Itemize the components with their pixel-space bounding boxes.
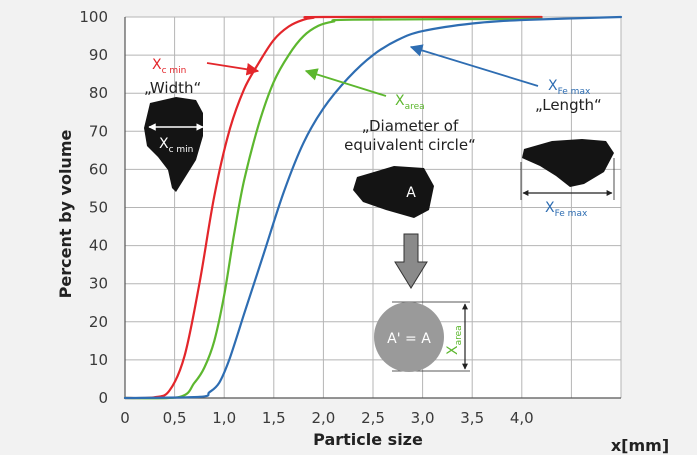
xfemax-label-sub: Fe max (558, 87, 591, 97)
xarea-vertical-main: X (445, 345, 461, 355)
x-tick-label: 2,0 (311, 409, 335, 427)
xarea-label: Xarea (395, 93, 425, 112)
xcmin-shape-sub: c min (169, 145, 194, 155)
axes (124, 17, 621, 399)
particle-area-shape (353, 166, 434, 218)
x-tick-label: 4,0 (510, 409, 534, 427)
y-tick-label: 90 (89, 46, 108, 64)
y-tick-label: 50 (89, 199, 108, 217)
y-tick-label: 80 (89, 84, 108, 102)
area-shape-label: A (406, 185, 416, 201)
series-lines (123, 15, 623, 400)
xarea-label-sub: area (405, 102, 425, 112)
down-arrow-icon (394, 233, 428, 289)
x-tick-labels: 0 0,5 1,0 1,5 2,0 2,5 3,0 3,5 4,0 (120, 409, 534, 427)
xcmin-label-main: X (152, 57, 162, 73)
xcmin-shape-main: X (159, 136, 169, 152)
y-tick-label: 0 (98, 389, 108, 407)
x-tick-label: 3,0 (411, 409, 435, 427)
y-tick-labels: 0 10 20 30 40 50 60 70 80 90 100 (79, 8, 108, 407)
x-tick-label: 1,5 (262, 409, 286, 427)
y-tick-label: 60 (89, 160, 108, 178)
series-line-2 (123, 17, 543, 400)
xfemax-arrow (409, 44, 539, 87)
xcmin-shape-label: Xc min (159, 136, 193, 155)
y-tick-label: 20 (89, 313, 108, 331)
y-tick-label: 40 (89, 237, 108, 255)
diameter-label-line2: equivalent circle“ (344, 136, 476, 154)
xcmin-arrow (206, 62, 260, 76)
xfemax-shape-sub: Fe max (555, 209, 588, 219)
diameter-label-line1: „Diameter of (362, 117, 459, 135)
y-tick-label: 30 (89, 275, 108, 293)
particle-width-shape (144, 97, 203, 192)
xarea-vertical-sub: area (454, 325, 464, 345)
series-line-1 (123, 15, 543, 400)
x-tick-label: 3,5 (460, 409, 484, 427)
xarea-arrow (304, 68, 387, 97)
xarea-vertical-label: Xarea (445, 325, 464, 355)
xfemax-label-main: X (548, 78, 558, 94)
particle-length-shape (522, 139, 614, 187)
xcmin-label: Xc min (152, 57, 186, 76)
xcmin-label-sub: c min (162, 66, 187, 76)
length-label: „Length“ (535, 96, 602, 114)
y-axis-title: Percent by volume (56, 130, 75, 299)
xfemax-shape-main: X (545, 200, 555, 216)
xarea-label-main: X (395, 93, 405, 109)
xfemax-label: XFe max (548, 78, 591, 97)
x-axis-unit: x[mm] (611, 436, 669, 455)
y-tick-label: 100 (79, 8, 108, 26)
series-line-3 (123, 15, 623, 400)
equivalent-circle (374, 302, 444, 372)
x-tick-label: 2,5 (361, 409, 385, 427)
x-tick-label: 0 (120, 409, 130, 427)
x-axis-title: Particle size (313, 430, 423, 449)
circle-label: A' = A (387, 331, 431, 347)
y-tick-label: 10 (89, 351, 108, 369)
xfemax-shape-label: XFe max (545, 200, 588, 219)
x-tick-label: 1,0 (212, 409, 236, 427)
y-tick-label: 70 (89, 122, 108, 140)
width-label: „Width“ (144, 79, 201, 97)
x-tick-label: 0,5 (163, 409, 187, 427)
